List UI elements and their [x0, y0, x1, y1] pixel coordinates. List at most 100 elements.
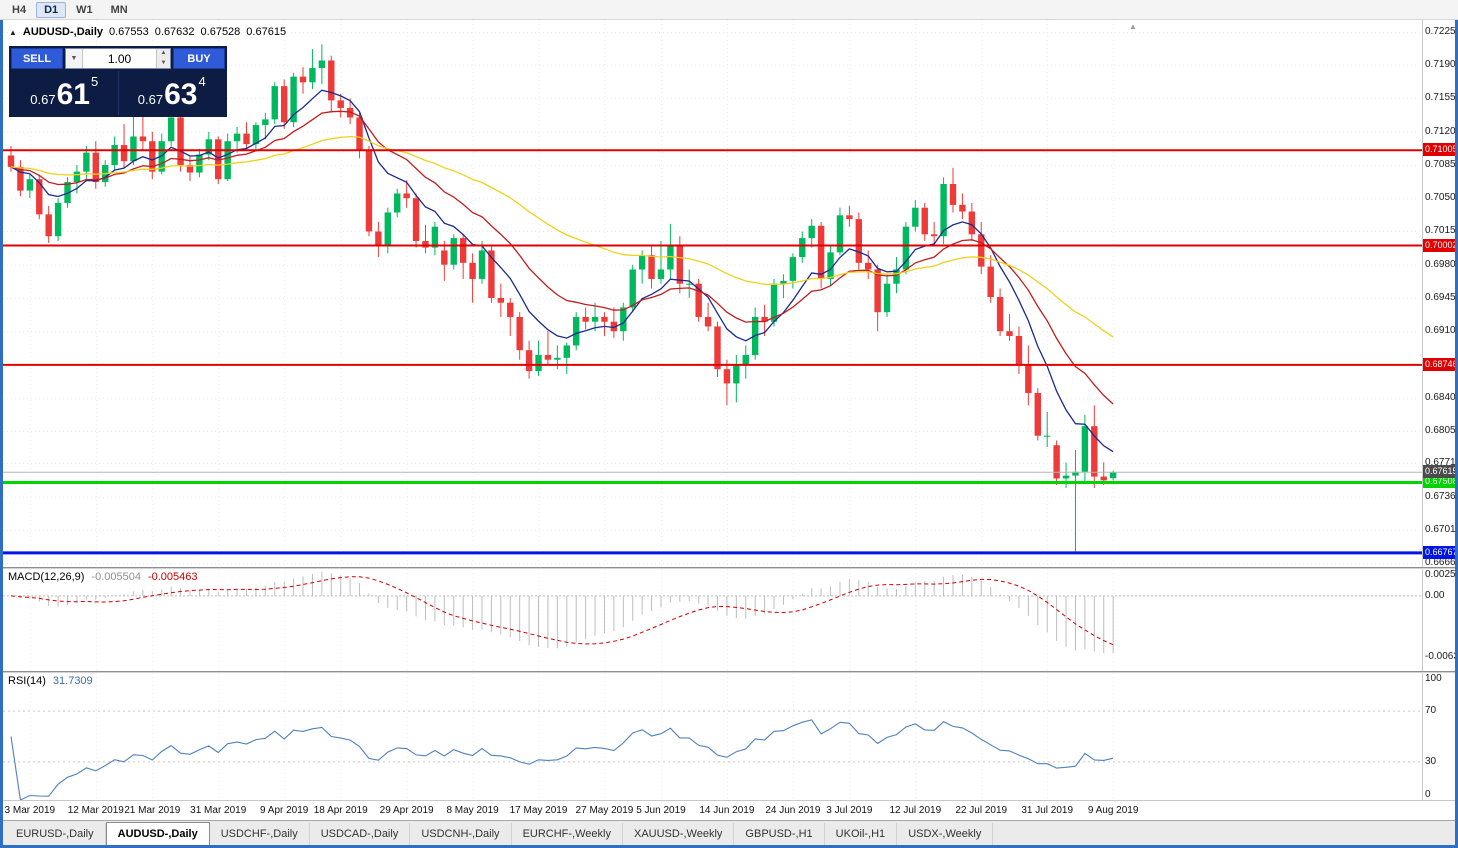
candle[interactable] — [120, 145, 128, 162]
sell-price-display[interactable]: 0.67 61 5 — [11, 71, 118, 115]
volume-decrease-button[interactable]: ▼ — [157, 58, 170, 68]
candle[interactable] — [930, 234, 938, 237]
candle[interactable] — [620, 307, 627, 332]
candle[interactable] — [337, 100, 344, 108]
chart-tab[interactable]: GBPUSD-,H1 — [734, 823, 825, 845]
candle[interactable] — [996, 297, 1004, 332]
candle[interactable] — [459, 238, 467, 263]
candle[interactable] — [610, 321, 618, 332]
candle[interactable] — [365, 149, 373, 232]
candle[interactable] — [1044, 435, 1051, 437]
candle[interactable] — [987, 266, 994, 298]
candle[interactable] — [846, 215, 853, 220]
candle[interactable] — [167, 117, 175, 142]
candle[interactable] — [205, 139, 213, 155]
candle[interactable] — [17, 166, 24, 191]
candle[interactable] — [497, 297, 505, 303]
chart-tab[interactable]: EURCHF-,Weekly — [512, 823, 623, 845]
candle[interactable] — [1072, 471, 1079, 476]
candle[interactable] — [1100, 476, 1107, 481]
candle[interactable] — [328, 60, 335, 101]
candle[interactable] — [563, 345, 570, 358]
candle[interactable] — [299, 76, 307, 83]
candle[interactable] — [309, 68, 316, 83]
candle[interactable] — [488, 250, 495, 298]
candle[interactable] — [186, 164, 194, 173]
candle[interactable] — [817, 225, 825, 279]
candle[interactable] — [968, 211, 976, 235]
candle[interactable] — [959, 204, 966, 212]
candle[interactable] — [516, 316, 523, 351]
candle[interactable] — [83, 152, 90, 172]
candle[interactable] — [280, 86, 288, 123]
candle[interactable] — [525, 350, 533, 372]
candle[interactable] — [54, 202, 62, 237]
price-chart-canvas[interactable] — [3, 20, 1422, 567]
candle[interactable] — [912, 207, 919, 227]
timeframe-button-w1[interactable]: W1 — [76, 3, 93, 16]
candle[interactable] — [921, 207, 928, 235]
candle[interactable] — [271, 86, 278, 120]
candle[interactable] — [544, 354, 552, 360]
candle[interactable] — [770, 283, 778, 322]
candle[interactable] — [403, 193, 410, 199]
candle[interactable] — [1091, 426, 1098, 477]
candle[interactable] — [431, 226, 439, 248]
candle[interactable] — [64, 182, 71, 203]
candle[interactable] — [177, 117, 184, 165]
candle[interactable] — [657, 269, 665, 279]
candle[interactable] — [478, 250, 486, 279]
candle[interactable] — [1015, 335, 1023, 365]
panel-splitter[interactable] — [3, 567, 1455, 569]
candle[interactable] — [1006, 331, 1013, 336]
candle[interactable] — [111, 145, 118, 165]
candle[interactable] — [243, 133, 250, 145]
candle[interactable] — [262, 119, 269, 126]
candle[interactable] — [441, 250, 448, 265]
candle[interactable] — [978, 234, 985, 267]
candle[interactable] — [667, 245, 674, 270]
candle[interactable] — [92, 152, 99, 183]
candle[interactable] — [629, 269, 636, 308]
sell-button[interactable]: SELL — [11, 48, 63, 69]
candle[interactable] — [535, 354, 542, 372]
panel-splitter[interactable] — [3, 671, 1455, 673]
timeframe-button-mn[interactable]: MN — [110, 3, 128, 16]
candle[interactable] — [704, 316, 712, 327]
candle[interactable] — [827, 252, 834, 279]
candle[interactable] — [290, 76, 297, 123]
chart-tab[interactable]: XAUUSD-,Weekly — [623, 823, 735, 845]
rsi-canvas[interactable] — [3, 673, 1422, 800]
candle[interactable] — [1025, 364, 1032, 393]
candle[interactable] — [780, 280, 787, 284]
candle[interactable] — [1109, 472, 1117, 479]
candle[interactable] — [789, 257, 797, 281]
candle[interactable] — [1053, 445, 1060, 479]
candle[interactable] — [45, 214, 52, 237]
candle[interactable] — [648, 255, 655, 279]
one-click-collapse-icon[interactable]: ▲ — [9, 27, 17, 37]
candle[interactable] — [450, 238, 457, 265]
timeframe-button-h4[interactable]: H4 — [12, 3, 27, 16]
candle[interactable] — [573, 316, 580, 346]
candle[interactable] — [1081, 426, 1089, 472]
volume-input[interactable] — [83, 49, 156, 68]
chart-tab[interactable]: USDCHF-,Daily — [210, 823, 310, 845]
candle[interactable] — [582, 316, 589, 322]
candle[interactable] — [412, 198, 420, 241]
candle[interactable] — [742, 354, 749, 365]
candle[interactable] — [384, 212, 391, 246]
candle[interactable] — [591, 316, 599, 322]
candle[interactable] — [676, 245, 684, 284]
candle[interactable] — [883, 283, 891, 313]
candle[interactable] — [469, 262, 476, 279]
candle[interactable] — [36, 179, 43, 215]
candle[interactable] — [902, 226, 910, 270]
candle[interactable] — [215, 139, 222, 180]
volume-increase-button[interactable]: ▲ — [157, 49, 170, 59]
candle[interactable] — [554, 357, 561, 360]
candle[interactable] — [695, 283, 702, 317]
candle[interactable] — [73, 171, 81, 183]
timeframe-button-d1[interactable]: D1 — [36, 1, 67, 18]
candle[interactable] — [507, 302, 514, 317]
